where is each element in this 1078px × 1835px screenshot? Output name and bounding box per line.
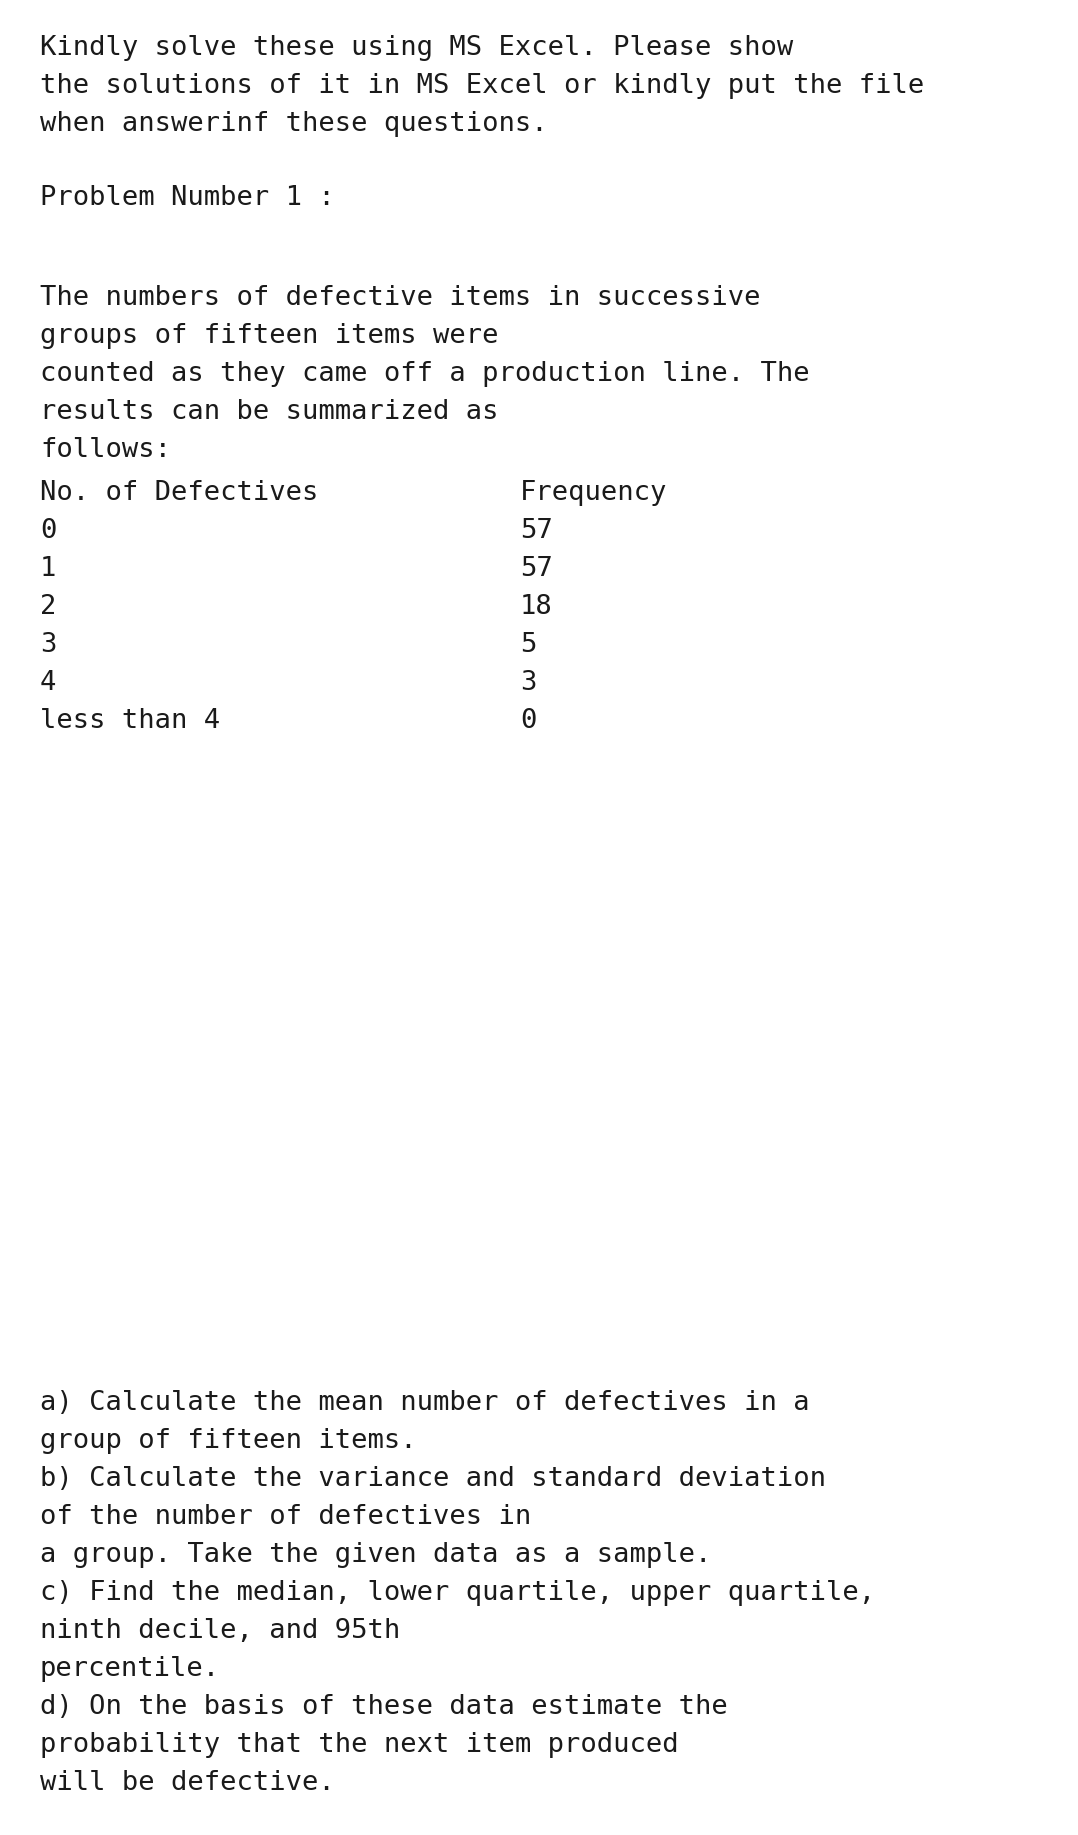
Text: group of fifteen items.: group of fifteen items. xyxy=(40,1428,416,1453)
Text: 57: 57 xyxy=(520,517,553,543)
Text: b) Calculate the variance and standard deviation: b) Calculate the variance and standard d… xyxy=(40,1466,826,1492)
Text: 0: 0 xyxy=(40,517,56,543)
Text: of the number of defectives in: of the number of defectives in xyxy=(40,1505,531,1530)
Text: counted as they came off a production line. The: counted as they came off a production li… xyxy=(40,361,810,387)
Text: Frequency: Frequency xyxy=(520,481,667,506)
Text: 57: 57 xyxy=(520,556,553,582)
Text: 0: 0 xyxy=(520,708,537,734)
Text: Kindly solve these using MS Excel. Please show: Kindly solve these using MS Excel. Pleas… xyxy=(40,35,793,61)
Text: less than 4: less than 4 xyxy=(40,708,220,734)
Text: 3: 3 xyxy=(40,631,56,659)
Text: 2: 2 xyxy=(40,595,56,620)
Text: results can be summarized as: results can be summarized as xyxy=(40,398,498,426)
Text: 18: 18 xyxy=(520,595,553,620)
Text: 1: 1 xyxy=(40,556,56,582)
Text: 3: 3 xyxy=(520,670,537,695)
Text: No. of Defectives: No. of Defectives xyxy=(40,481,318,506)
Text: groups of fifteen items were: groups of fifteen items were xyxy=(40,323,498,349)
Text: ninth decile, and 95th: ninth decile, and 95th xyxy=(40,1618,400,1644)
Text: the solutions of it in MS Excel or kindly put the file: the solutions of it in MS Excel or kindl… xyxy=(40,73,924,99)
Text: Problem Number 1 :: Problem Number 1 : xyxy=(40,185,335,211)
Text: The numbers of defective items in successive: The numbers of defective items in succes… xyxy=(40,284,760,310)
Text: when answerinf these questions.: when answerinf these questions. xyxy=(40,110,548,138)
Text: a) Calculate the mean number of defectives in a: a) Calculate the mean number of defectiv… xyxy=(40,1389,810,1417)
Text: a group. Take the given data as a sample.: a group. Take the given data as a sample… xyxy=(40,1541,711,1567)
Text: 5: 5 xyxy=(520,631,537,659)
Text: 4: 4 xyxy=(40,670,56,695)
Text: c) Find the median, lower quartile, upper quartile,: c) Find the median, lower quartile, uppe… xyxy=(40,1580,875,1606)
Text: percentile.: percentile. xyxy=(40,1655,220,1683)
Text: follows:: follows: xyxy=(40,437,171,462)
Text: d) On the basis of these data estimate the: d) On the basis of these data estimate t… xyxy=(40,1694,728,1719)
Text: probability that the next item produced: probability that the next item produced xyxy=(40,1732,679,1758)
Text: will be defective.: will be defective. xyxy=(40,1771,335,1796)
